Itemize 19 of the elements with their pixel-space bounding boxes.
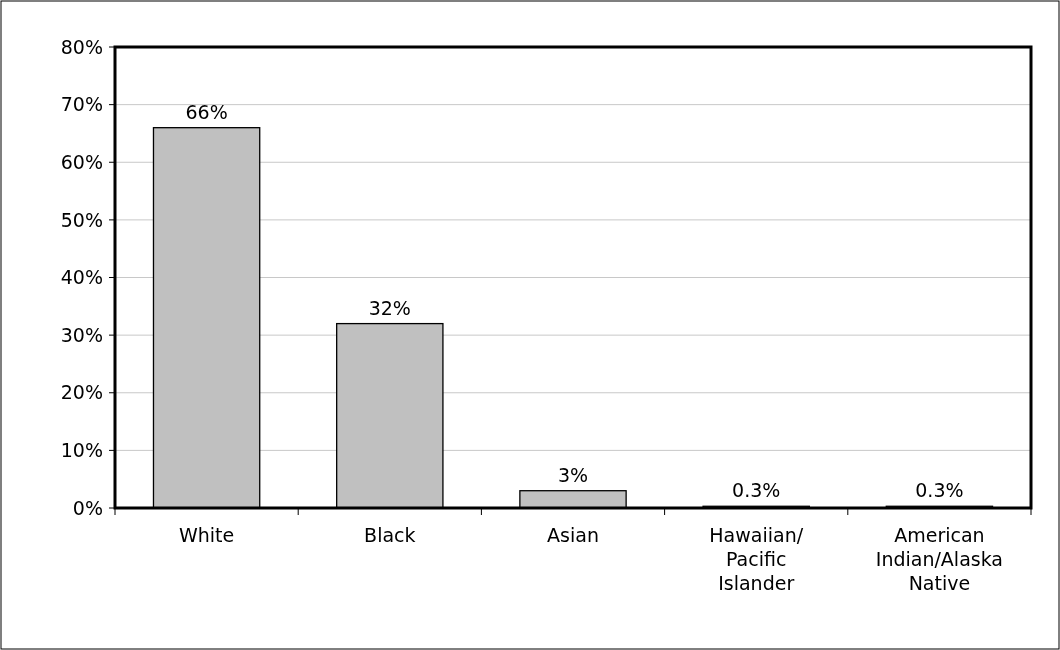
y-tick-label: 0% (72, 496, 103, 519)
x-tick-label: Hawaiian/Pacific Islander (709, 524, 804, 594)
y-tick-label: 40% (60, 266, 103, 289)
y-tick-label: 10% (60, 439, 103, 462)
y-tick-label: 80% (60, 35, 103, 58)
y-tick-label: 70% (60, 93, 103, 116)
y-tick-label: 60% (60, 150, 103, 173)
data-label: 3% (557, 463, 589, 486)
data-label: 0.3% (915, 479, 964, 502)
x-tick-label: Black (364, 524, 416, 546)
y-tick-label: 20% (60, 381, 103, 404)
data-label: 0.3% (732, 479, 781, 502)
y-tick-label: 30% (60, 323, 103, 346)
data-label: 66% (185, 100, 228, 123)
data-label: 32% (368, 296, 411, 319)
y-tick-label: 50% (60, 208, 103, 231)
x-tick-label: White (178, 524, 235, 546)
x-tick-label: American Indian/Alaska Native (875, 524, 1003, 594)
x-tick-label: Asian (547, 524, 599, 546)
